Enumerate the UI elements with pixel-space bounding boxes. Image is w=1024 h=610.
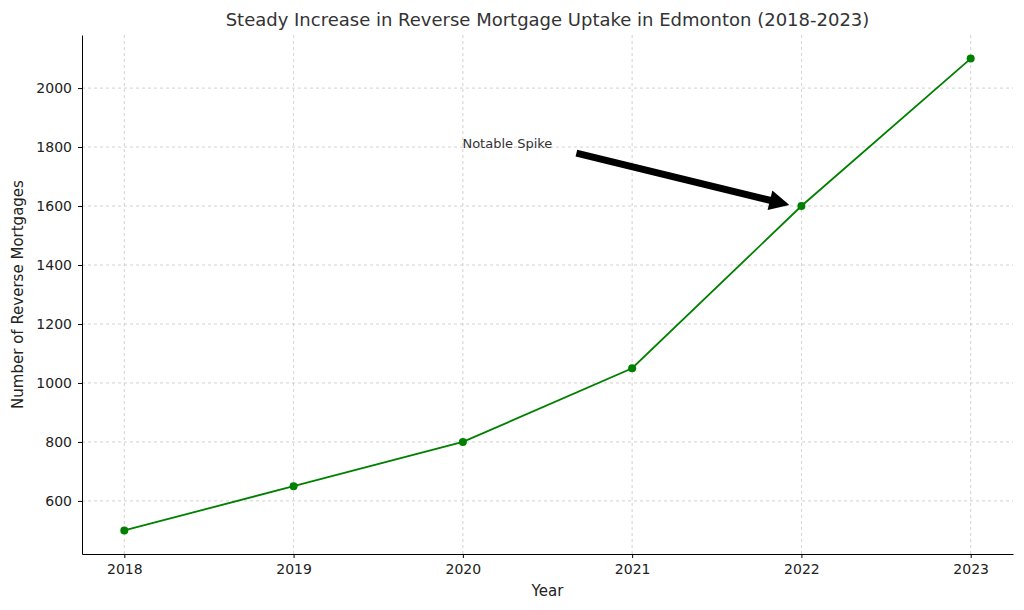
annotation-text: Notable Spike xyxy=(462,136,552,151)
y-axis-title: Number of Reverse Mortgages xyxy=(9,180,27,409)
grid-line-x xyxy=(293,35,294,554)
y-tick-mark xyxy=(78,324,82,325)
chart-container: 2018 2019 2020 2021 2022 2023 600 800 1000 1200 14… xyxy=(0,0,1024,610)
annotation-arrow-head xyxy=(768,191,790,210)
x-tick: 2022 xyxy=(784,554,820,577)
data-point xyxy=(797,202,805,210)
y-tick: 800 xyxy=(45,434,82,450)
x-tick: 2020 xyxy=(446,554,482,577)
x-axis-title: Year xyxy=(531,582,565,600)
y-tick-mark xyxy=(78,88,82,89)
x-axis: 2018 2019 2020 2021 2022 2023 xyxy=(83,554,1014,577)
y-tick-label: 1400 xyxy=(36,257,72,273)
x-tick-label: 2020 xyxy=(446,561,482,577)
x-tick: 2021 xyxy=(615,554,651,577)
grid-line-x xyxy=(462,35,463,554)
grid xyxy=(82,35,1013,554)
data-point xyxy=(290,482,298,490)
y-tick: 1000 xyxy=(36,375,82,391)
y-tick: 2000 xyxy=(36,80,82,96)
grid-line-y xyxy=(82,441,1013,442)
y-tick-label: 1200 xyxy=(36,316,72,332)
y-tick-label: 1800 xyxy=(36,139,72,155)
y-tick: 600 xyxy=(45,493,82,509)
y-axis-line xyxy=(82,36,83,555)
grid-line-y xyxy=(82,323,1013,324)
plot-area xyxy=(120,55,974,535)
y-tick: 1200 xyxy=(36,316,82,332)
y-tick: 1400 xyxy=(36,257,82,273)
x-tick-label: 2023 xyxy=(953,561,989,577)
x-tick-label: 2018 xyxy=(107,561,143,577)
y-tick-label: 800 xyxy=(45,434,72,450)
y-tick-label: 1600 xyxy=(36,198,72,214)
grid-line-y xyxy=(82,88,1013,89)
x-tick-mark xyxy=(971,554,972,558)
y-tick: 1600 xyxy=(36,198,82,214)
grid-line-x xyxy=(801,35,802,554)
y-tick-mark xyxy=(78,147,82,148)
grid-line-y xyxy=(82,500,1013,501)
grid-line-x xyxy=(124,35,125,554)
x-tick-label: 2021 xyxy=(615,561,651,577)
x-tick-mark xyxy=(463,554,464,558)
chart-title: Steady Increase in Reverse Mortgage Upta… xyxy=(226,9,870,30)
data-point xyxy=(628,364,636,372)
x-tick-label: 2022 xyxy=(784,561,820,577)
y-tick-label: 2000 xyxy=(36,80,72,96)
x-tick: 2023 xyxy=(953,554,989,577)
annotation: Notable Spike xyxy=(462,136,789,210)
chart: 2018 2019 2020 2021 2022 2023 600 800 1000 1200 14… xyxy=(0,0,1024,610)
y-axis: 600 800 1000 1200 1400 1600 1800 2000 xyxy=(36,36,82,555)
data-point xyxy=(120,526,128,534)
x-tick-mark xyxy=(294,554,295,558)
y-tick-mark xyxy=(78,383,82,384)
grid-line-y xyxy=(82,265,1013,266)
data-point xyxy=(967,55,975,63)
y-tick-mark xyxy=(78,442,82,443)
y-tick-mark xyxy=(78,501,82,502)
y-tick-label: 1000 xyxy=(36,375,72,391)
x-tick-label: 2019 xyxy=(276,561,312,577)
grid-line-y xyxy=(82,382,1013,383)
data-point xyxy=(459,438,467,446)
x-tick-mark xyxy=(632,554,633,558)
y-tick-label: 600 xyxy=(45,493,72,509)
grid-line-x xyxy=(632,35,633,554)
grid-line-x xyxy=(970,35,971,554)
grid-line-y xyxy=(82,206,1013,207)
y-tick-mark xyxy=(78,265,82,266)
x-tick: 2018 xyxy=(107,554,143,577)
x-tick: 2019 xyxy=(276,554,312,577)
data-line xyxy=(124,59,970,531)
y-tick-mark xyxy=(78,206,82,207)
annotation-arrow-shaft xyxy=(576,153,772,201)
y-tick: 1800 xyxy=(36,139,82,155)
x-tick-mark xyxy=(124,554,125,558)
x-tick-mark xyxy=(801,554,802,558)
x-axis-line xyxy=(83,554,1014,555)
